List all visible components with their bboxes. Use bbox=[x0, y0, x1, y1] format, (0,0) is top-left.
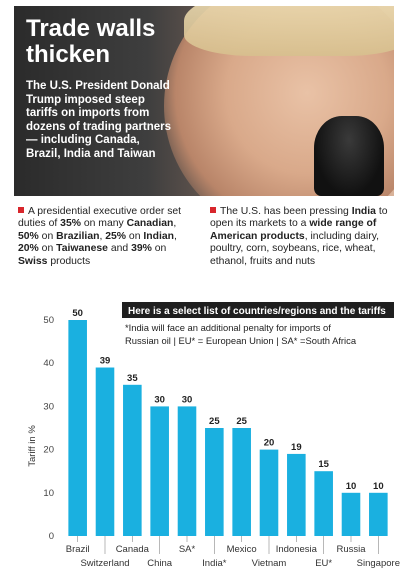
lede-text: The U.S. President Donald Trump imposed … bbox=[26, 80, 172, 160]
note-executive-order: A presidential executive order set dutie… bbox=[18, 206, 182, 267]
page-title: Trade walls thicken bbox=[26, 16, 155, 68]
bar-value-label: 15 bbox=[318, 459, 329, 470]
y-tick-label: 20 bbox=[43, 445, 54, 456]
bars-group: 50 39 35 30 30 25 25 20 19 15 10 10 bbox=[68, 308, 388, 536]
chart-annotation-line-1: *India will face an additional penalty f… bbox=[125, 322, 331, 333]
x-category-label: Vietnam bbox=[252, 558, 287, 569]
x-category-label: India* bbox=[202, 558, 227, 569]
tariff-chart: Here is a select list of countries/regio… bbox=[0, 296, 403, 576]
bar-value-label: 30 bbox=[182, 394, 193, 405]
note-india-markets: The U.S. has been pressing India to open… bbox=[210, 206, 388, 267]
bar-eu bbox=[314, 471, 333, 536]
x-category-label: Indonesia bbox=[276, 544, 318, 555]
bar-russia bbox=[341, 492, 361, 536]
tariff-bar-chart: Here is a select list of countries/regio… bbox=[27, 302, 400, 569]
header-photo: Trade walls thicken The U.S. President D… bbox=[14, 6, 394, 196]
bar-switzerland bbox=[95, 367, 115, 536]
bar-value-label: 30 bbox=[154, 394, 165, 405]
bar-value-label: 25 bbox=[209, 416, 220, 427]
bar-value-label: 25 bbox=[236, 416, 247, 427]
y-axis-ticks: 0 10 20 30 40 50 bbox=[43, 315, 54, 542]
bar-value-label: 50 bbox=[72, 308, 83, 319]
title-line-1: Trade walls bbox=[26, 15, 156, 42]
x-category-label: Canada bbox=[116, 544, 150, 555]
x-category-label: China bbox=[147, 558, 173, 569]
y-axis-label: Tariff in % bbox=[27, 425, 38, 467]
chart-title-background bbox=[122, 302, 394, 318]
x-category-label: Brazil bbox=[66, 544, 90, 555]
bar-value-label: 35 bbox=[127, 373, 138, 384]
bar-value-label: 39 bbox=[100, 356, 111, 367]
bar-value-label: 20 bbox=[264, 438, 275, 449]
y-tick-label: 50 bbox=[43, 315, 54, 326]
y-tick-label: 30 bbox=[43, 401, 54, 412]
bar-china bbox=[150, 406, 169, 536]
bar-mexico bbox=[232, 428, 251, 536]
bar-value-label: 10 bbox=[346, 481, 357, 492]
bar-indonesia bbox=[287, 453, 306, 536]
notes-section: A presidential executive order set dutie… bbox=[18, 206, 394, 296]
microphone bbox=[314, 116, 384, 196]
x-category-label: Mexico bbox=[227, 544, 257, 555]
chart-annotation-line-2: Russian oil | EU* = European Union | SA*… bbox=[125, 335, 357, 346]
bar-vietnam bbox=[259, 449, 279, 536]
bar-value-label: 19 bbox=[291, 442, 302, 453]
chart-title: Here is a select list of countries/regio… bbox=[128, 306, 386, 317]
bullet-square-icon bbox=[18, 207, 24, 213]
bar-brazil bbox=[68, 320, 87, 536]
x-category-label: EU* bbox=[315, 558, 332, 569]
x-category-label: Russia bbox=[336, 544, 366, 555]
bar-value-label: 10 bbox=[373, 481, 384, 492]
x-axis-labels: Brazil Switzerland Canada China SA* India*Mex… bbox=[66, 536, 400, 569]
portrait-hair bbox=[184, 6, 394, 56]
bar-india bbox=[205, 428, 224, 536]
y-tick-label: 10 bbox=[43, 488, 54, 499]
bullet-square-icon bbox=[210, 207, 216, 213]
y-tick-label: 40 bbox=[43, 358, 54, 369]
y-tick-label: 0 bbox=[49, 531, 54, 542]
title-line-2: thicken bbox=[26, 41, 111, 68]
bar-canada bbox=[123, 384, 142, 536]
bar-singapore bbox=[369, 492, 388, 536]
bar-sa bbox=[177, 406, 197, 536]
x-category-label: Singapore bbox=[357, 558, 400, 569]
x-category-label: Switzerland bbox=[80, 558, 129, 569]
x-category-label: SA* bbox=[179, 544, 196, 555]
